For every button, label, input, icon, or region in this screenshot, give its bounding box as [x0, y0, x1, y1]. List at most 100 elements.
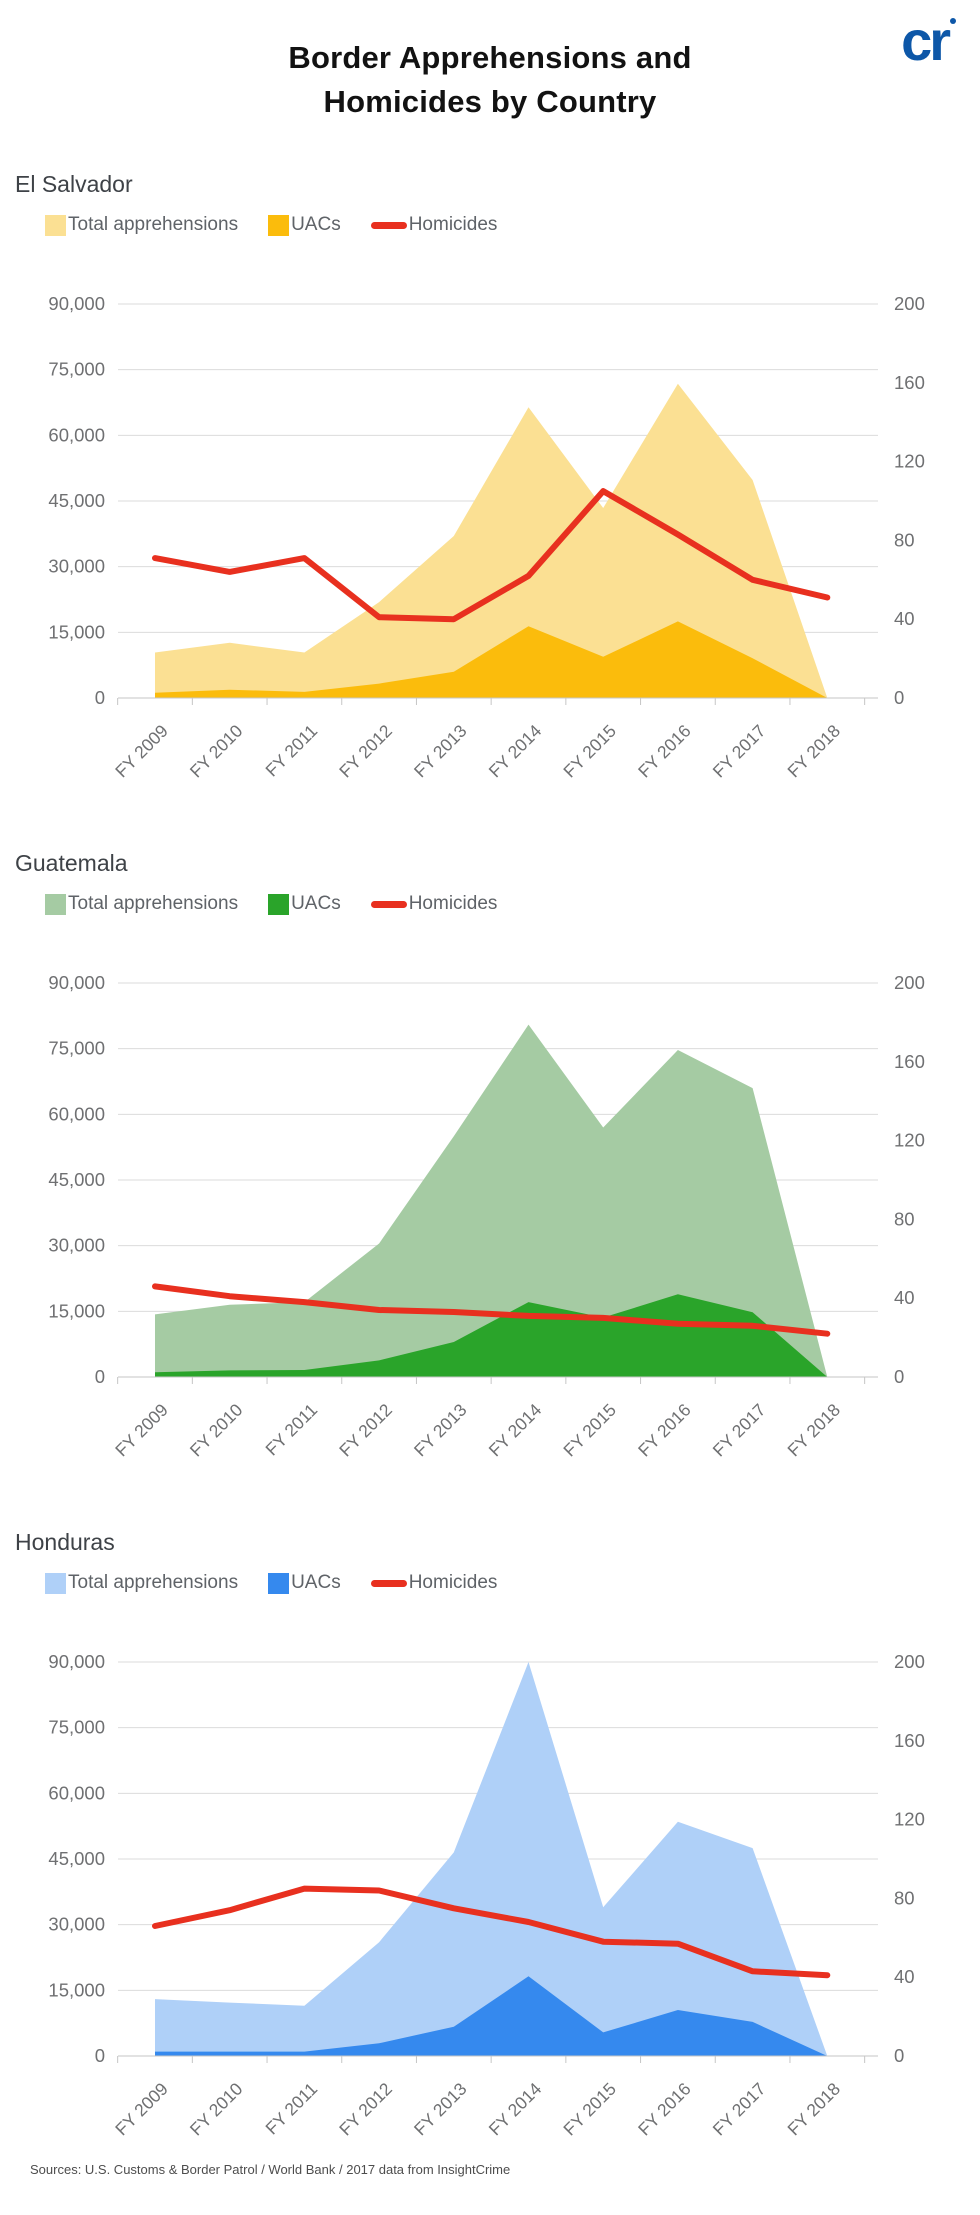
- legend-swatch: [268, 893, 290, 915]
- legend-item-total-apprehensions: Total apprehensions: [45, 1572, 238, 1594]
- legend-swatch: [268, 214, 290, 236]
- area-total-apprehensions: [155, 383, 828, 698]
- x-axis-label: FY 2012: [335, 2079, 396, 2140]
- x-axis-label: FY 2011: [261, 2079, 321, 2139]
- right-axis-label: 80: [894, 1208, 915, 1229]
- legend-label: UACs: [291, 214, 341, 235]
- cr-logo-text: cr: [901, 9, 951, 72]
- chart-svg-honduras: 0 15,000 30,000 45,000 60,000 75,000 90,000 0 40…: [48, 1651, 925, 2140]
- logo-trademark-dot: [950, 18, 956, 24]
- right-axis-label: 40: [894, 1966, 915, 1987]
- chart-country-title: Honduras: [15, 1529, 115, 1555]
- x-axis-label: FY 2014: [485, 721, 546, 782]
- page-title: Border Apprehensions and Homicides by Co…: [0, 0, 980, 124]
- area-total-apprehensions: [155, 1662, 828, 2056]
- legend-swatch: [268, 1572, 290, 1594]
- left-axis-label: 0: [95, 687, 105, 708]
- x-axis-label: FY 2017: [709, 721, 770, 782]
- x-axis-label: FY 2017: [709, 2079, 770, 2140]
- left-axis-label: 30,000: [48, 1235, 105, 1256]
- x-axis-label: FY 2015: [559, 721, 620, 782]
- page-title-line2: Homicides by Country: [323, 84, 657, 119]
- right-axis-label: 0: [894, 1366, 904, 1387]
- legend-item-uacs: UACs: [268, 1572, 341, 1594]
- right-axis-label: 200: [894, 1651, 925, 1672]
- left-axis-label: 15,000: [48, 1300, 105, 1321]
- legend-label: UACs: [291, 1572, 341, 1593]
- left-axis-label: 45,000: [48, 1169, 105, 1190]
- sources-note: Sources: U.S. Customs & Border Patrol / …: [30, 2162, 511, 2177]
- right-axis-label: 160: [894, 1730, 925, 1751]
- legend-item-uacs: UACs: [268, 214, 341, 236]
- legend-item-total-apprehensions: Total apprehensions: [45, 214, 238, 236]
- x-axis-label: FY 2012: [335, 1400, 396, 1461]
- x-axis-label: FY 2013: [410, 1400, 471, 1461]
- legend-line-swatch: [370, 221, 407, 229]
- legend-item-homicides: Homicides: [370, 1572, 498, 1594]
- legend-swatch: [45, 1572, 66, 1594]
- x-axis-label: FY 2018: [783, 721, 844, 782]
- x-axis-label: FY 2014: [485, 2079, 546, 2140]
- x-axis-label: FY 2017: [709, 1400, 770, 1461]
- charts-container: El Salvador Total apprehensions UACs Homici…: [0, 170, 980, 2152]
- legend-label: Total apprehensions: [68, 214, 239, 235]
- x-axis-label: FY 2016: [634, 2079, 695, 2140]
- left-axis-label: 0: [95, 2045, 105, 2066]
- x-axis-label: FY 2009: [111, 2079, 172, 2140]
- right-axis-label: 120: [894, 1130, 925, 1151]
- right-axis-label: 40: [894, 608, 915, 629]
- left-axis-label: 90,000: [48, 972, 105, 993]
- homicides-line: [152, 488, 831, 623]
- page-title-line1: Border Apprehensions and: [288, 40, 692, 75]
- left-axis-label: 30,000: [48, 1914, 105, 1935]
- legend-item-total-apprehensions: Total apprehensions: [45, 893, 238, 915]
- right-axis-label: 80: [894, 529, 915, 550]
- legend-item-uacs: UACs: [268, 893, 341, 915]
- right-axis-label: 80: [894, 1887, 915, 1908]
- legend-label: Total apprehensions: [68, 1572, 239, 1593]
- homicides-line: [152, 1283, 831, 1337]
- right-axis-label: 0: [894, 2045, 904, 2066]
- right-axis-label: 200: [894, 972, 925, 993]
- area-total-apprehensions: [155, 1024, 828, 1377]
- x-axis-label: FY 2013: [410, 721, 471, 782]
- chart-country-title: Guatemala: [15, 850, 128, 876]
- header: Border Apprehensions and Homicides by Co…: [0, 0, 980, 170]
- area-uacs: [155, 1976, 828, 2056]
- left-axis-label: 45,000: [48, 1848, 105, 1869]
- x-axis-label: FY 2010: [186, 1400, 247, 1461]
- x-axis-label: FY 2009: [111, 721, 172, 782]
- chart-section-honduras: Honduras Total apprehensions UACs Homicides…: [0, 1528, 980, 2152]
- homicides-line: [152, 1885, 831, 1979]
- right-axis-label: 0: [894, 687, 904, 708]
- legend-swatch: [45, 893, 66, 915]
- x-axis-label: FY 2018: [783, 1400, 844, 1461]
- left-axis-label: 60,000: [48, 424, 105, 445]
- left-axis-label: 0: [95, 1366, 105, 1387]
- chart-legend: Total apprehensions UACs Homicides: [45, 891, 980, 917]
- left-axis-label: 75,000: [48, 359, 105, 380]
- right-axis-label: 160: [894, 372, 925, 393]
- legend-swatch: [45, 214, 66, 236]
- chart-section-guatemala: Guatemala Total apprehensions UACs Homicide…: [0, 849, 980, 1473]
- legend-item-homicides: Homicides: [370, 893, 498, 915]
- x-axis-label: FY 2010: [186, 2079, 247, 2140]
- legend-item-homicides: Homicides: [370, 214, 497, 236]
- left-axis-label: 75,000: [48, 1717, 105, 1738]
- x-axis-label: FY 2018: [783, 2079, 844, 2140]
- x-axis-label: FY 2013: [410, 2079, 471, 2140]
- chart-legend: Total apprehensions UACs Homicides: [45, 1570, 980, 1596]
- left-axis-label: 75,000: [48, 1038, 105, 1059]
- chart-section-el-salvador: El Salvador Total apprehensions UACs Homici…: [0, 170, 980, 794]
- legend-label: Homicides: [408, 1572, 498, 1593]
- legend-label: UACs: [291, 893, 341, 914]
- left-axis-label: 60,000: [48, 1103, 105, 1124]
- left-axis-label: 60,000: [48, 1782, 105, 1803]
- left-axis-label: 30,000: [48, 556, 105, 577]
- left-axis-label: 45,000: [48, 490, 105, 511]
- x-axis-label: FY 2009: [111, 1400, 172, 1461]
- left-axis-label: 90,000: [48, 293, 105, 314]
- legend-line-swatch: [370, 1579, 407, 1587]
- x-axis-label: FY 2015: [559, 1400, 620, 1461]
- legend-label: Homicides: [408, 893, 498, 914]
